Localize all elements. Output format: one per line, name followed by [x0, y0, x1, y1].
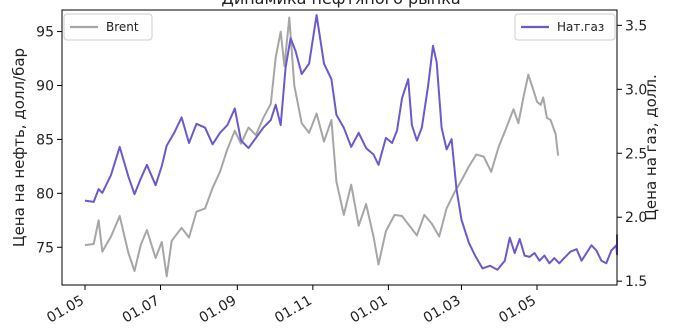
right-y-tick-label: 1.5 — [625, 274, 647, 290]
x-tick-label: 01.05 — [44, 293, 87, 327]
legend-brent-box — [63, 13, 153, 41]
x-axis: 01.05 01.07 01.09 01.11 01.01 01.03 01.05 — [44, 285, 539, 327]
left-y-tick-label: 75 — [36, 240, 54, 256]
legend-brent-label: Brent — [106, 20, 139, 34]
right-y-tick-label: 2.0 — [625, 210, 647, 226]
chart-title: Динамика нефтяного рынка — [221, 0, 460, 8]
left-y-tick-label: 95 — [36, 25, 54, 41]
x-tick-label: 01.07 — [120, 293, 163, 327]
right-y-axis-label: Цена на газ, долл. — [642, 74, 660, 220]
legend-brent: Brent — [63, 13, 153, 41]
x-tick-label: 01.01 — [348, 293, 391, 327]
x-tick-label: 01.09 — [197, 293, 240, 327]
x-tick-label: 01.05 — [496, 293, 539, 327]
plot-area — [61, 9, 618, 286]
right-y-tick-label: 3.0 — [625, 82, 647, 98]
legend-gas-label: Нат.газ — [557, 20, 604, 34]
legend-gas-box — [514, 13, 616, 41]
x-tick-label: 01.11 — [272, 293, 315, 327]
left-y-axis: 75 80 85 90 95 — [36, 25, 62, 256]
right-y-tick-label: 2.5 — [625, 146, 647, 162]
right-y-axis: 1.5 2.0 2.5 3.0 3.5 — [617, 18, 647, 290]
left-y-tick-label: 80 — [36, 186, 54, 202]
right-y-tick-label: 3.5 — [625, 18, 647, 34]
left-y-tick-label: 90 — [36, 78, 54, 94]
legend-gas: Нат.газ — [514, 13, 616, 41]
x-tick-label: 01.03 — [421, 293, 464, 327]
series-line-gas — [84, 14, 618, 271]
series-layer — [84, 14, 618, 278]
series-line-brent — [84, 16, 560, 278]
left-y-tick-label: 85 — [36, 132, 54, 148]
left-y-axis-label: Цена на нефть, долл/бар — [10, 48, 28, 247]
